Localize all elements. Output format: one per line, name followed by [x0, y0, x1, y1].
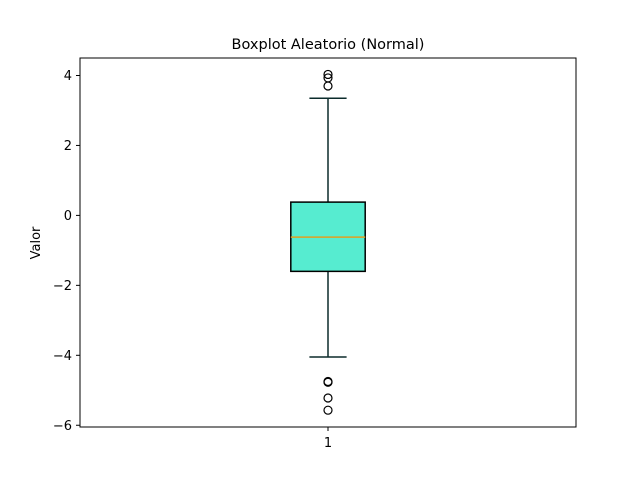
outlier-point	[323, 81, 333, 91]
x-axis-ticks: 1	[324, 427, 332, 451]
chart-title: Boxplot Aleatorio (Normal)	[232, 37, 425, 53]
x-tick-label: 1	[324, 436, 332, 451]
y-axis-label: Valor	[29, 226, 44, 259]
y-tick-label: −2	[53, 279, 72, 294]
y-tick-label: 2	[64, 139, 72, 154]
y-tick-label: 4	[64, 69, 72, 84]
box-group	[290, 69, 366, 415]
plot-frame	[79, 57, 577, 428]
y-tick-label: −4	[53, 349, 72, 364]
y-axis-ticks: −6 −4 −2 0 2 4	[53, 69, 80, 434]
outlier-point	[323, 393, 333, 403]
outlier-point	[323, 69, 333, 80]
outlier-point	[323, 405, 333, 415]
y-tick-label: 0	[64, 209, 72, 224]
y-tick-label: −6	[53, 419, 72, 434]
outlier-point	[323, 377, 333, 387]
